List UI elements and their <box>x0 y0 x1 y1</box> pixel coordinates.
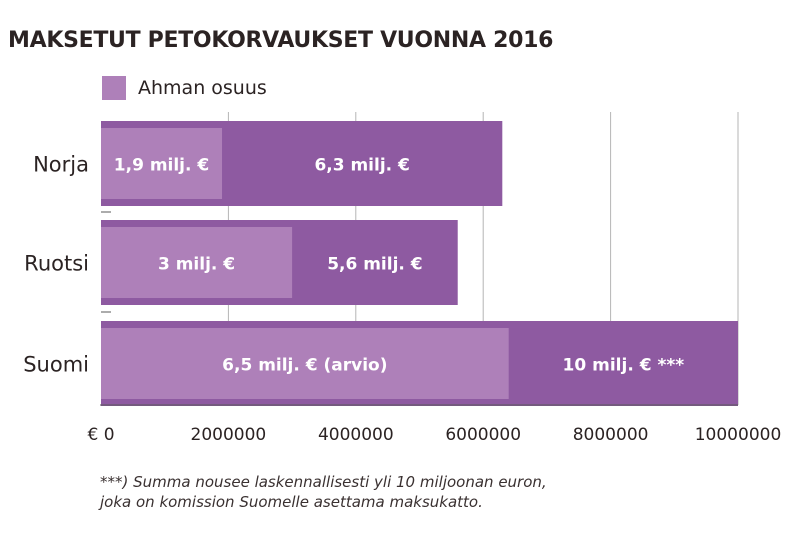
bar-ahman-osuus-norja <box>101 128 223 199</box>
legend-label-ahman-osuus: Ahman osuus <box>138 77 267 99</box>
bar-ahman-osuus-ruotsi <box>101 227 293 298</box>
footnote-line-2: joka on komission Suomelle asettama maks… <box>100 493 483 511</box>
data-label-total-suomi: 10 milj. € *** <box>563 356 685 376</box>
x-tick-label-4: 8000000 <box>573 425 649 445</box>
legend-swatch-ahman-osuus <box>102 76 126 100</box>
chart-title: MAKSETUT PETOKORVAUKSET VUONNA 2016 <box>8 28 554 53</box>
category-label-ruotsi: Ruotsi <box>24 252 89 276</box>
bars <box>101 121 738 406</box>
footnote-line-1: ***) Summa nousee laskennallisesti yli 1… <box>100 473 547 491</box>
x-tick-label-2: 4000000 <box>318 425 394 445</box>
footnote: ***) Summa nousee laskennallisesti yli 1… <box>100 472 660 512</box>
category-label-suomi: Suomi <box>23 353 89 377</box>
data-label-ahman-osuus-suomi: 6,5 milj. € (arvio) <box>222 356 387 376</box>
x-tick-label-0: € 0 <box>87 425 114 445</box>
data-label-ahman-osuus-ruotsi: 3 milj. € <box>158 255 235 275</box>
category-label-norja: Norja <box>33 153 89 177</box>
x-tick-label-3: 6000000 <box>445 425 521 445</box>
legend: Ahman osuus <box>102 76 267 100</box>
data-label-total-norja: 6,3 milj. € <box>314 156 409 176</box>
data-label-total-ruotsi: 5,6 milj. € <box>327 255 422 275</box>
bar-ahman-osuus-suomi <box>101 328 509 399</box>
labels: Norja 1,9 milj. € 6,3 milj. € Ruotsi 3 milj.… <box>23 153 684 377</box>
x-tick-label-5: 10000000 <box>695 425 782 445</box>
data-label-ahman-osuus-norja: 1,9 milj. € <box>114 156 209 176</box>
x-tick-label-1: 2000000 <box>191 425 267 445</box>
x-axis: € 0 2000000 4000000 6000000 8000000 10000000 <box>87 211 782 445</box>
